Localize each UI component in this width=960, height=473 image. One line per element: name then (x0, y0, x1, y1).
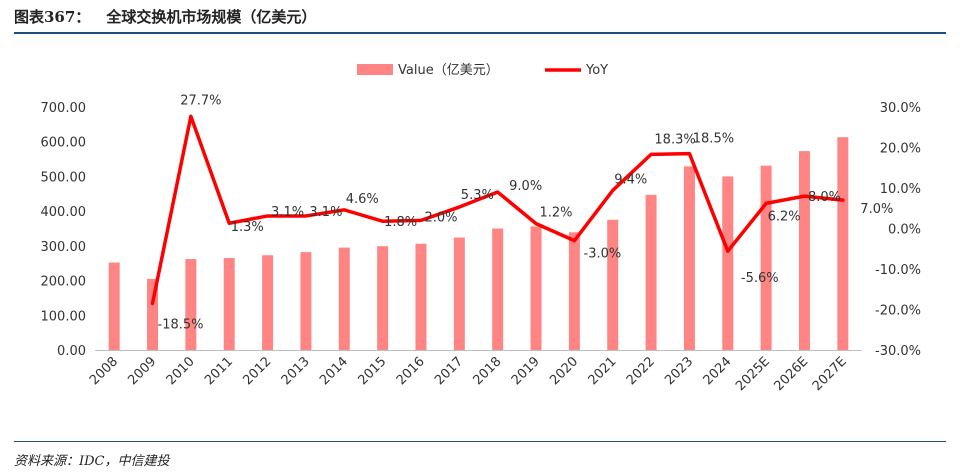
x-tick-label: 2011 (202, 354, 236, 388)
yoy-data-label: 8.0% (808, 190, 841, 205)
x-tick-label: 2018 (470, 354, 504, 388)
y-left-tick-label: 600.00 (41, 136, 87, 151)
x-tick-label: 2025E (733, 354, 773, 394)
yoy-data-label: 7.0% (860, 202, 893, 217)
yoy-data-label: 27.7% (180, 93, 221, 108)
yoy-data-label: -3.0% (584, 247, 622, 262)
y-left-tick-label: 300.00 (41, 240, 87, 255)
x-tick-label: 2008 (87, 354, 121, 388)
legend-swatch-value (357, 64, 393, 75)
bar-2015 (377, 246, 389, 350)
bar-2018 (492, 228, 504, 350)
bar-2019 (530, 226, 542, 350)
y-left-tick-label: 500.00 (41, 170, 87, 185)
bar-2020 (568, 232, 580, 350)
yoy-data-label: 5.3% (461, 188, 494, 203)
bar-2012 (262, 255, 274, 350)
x-tick-label: 2023 (662, 354, 696, 388)
bar-2016 (415, 243, 427, 350)
yoy-data-label: 9.4% (614, 172, 647, 187)
x-tick-label: 2014 (317, 354, 351, 388)
x-tick-label: 2021 (586, 354, 620, 388)
x-tick-label: 2015 (355, 354, 389, 388)
figure-title-text: 全球交换机市场规模（亿美元） (106, 8, 317, 26)
bar-2010 (185, 259, 197, 350)
x-tick-label: 2016 (394, 354, 428, 388)
yoy-data-label: 6.2% (768, 209, 801, 224)
y-right-tick-label: 20.0% (880, 142, 921, 157)
x-tick-label: 2017 (432, 354, 466, 388)
x-tick-label: 2013 (279, 354, 313, 388)
y-right-tick-label: 30.0% (880, 101, 921, 116)
legend-label-value: Value（亿美元） (398, 63, 499, 78)
bar-2008 (108, 262, 120, 350)
x-tick-label: 2020 (547, 354, 581, 388)
yoy-data-label: 1.3% (231, 220, 264, 235)
x-tick-label: 2019 (509, 354, 543, 388)
y-right-tick-label: 0.0% (888, 223, 921, 238)
yoy-data-label: 18.5% (693, 132, 734, 147)
top-rule (14, 32, 946, 34)
y-left-tick-label: 700.00 (41, 101, 87, 116)
x-tick-label: 2012 (240, 354, 274, 388)
bar-2023 (683, 166, 695, 350)
bar-2013 (300, 252, 312, 350)
y-right-tick-label: 10.0% (880, 182, 921, 197)
x-tick-label: 2022 (624, 354, 658, 388)
y-right-tick-label: -30.0% (875, 344, 921, 359)
yoy-data-label: 4.6% (346, 192, 379, 207)
bar-2011 (223, 258, 235, 350)
y-right-tick-label: -20.0% (875, 304, 921, 319)
yoy-data-label: 18.3% (654, 132, 695, 147)
x-tick-label: 2009 (125, 354, 159, 388)
yoy-data-label: -5.6% (741, 271, 779, 286)
yoy-data-label: -18.5% (158, 317, 204, 332)
bar-2014 (338, 247, 350, 350)
yoy-data-label: 2.0% (424, 210, 457, 225)
y-left-tick-label: 0.00 (57, 344, 86, 359)
bar-2026E (798, 151, 810, 350)
yoy-data-label: 9.0% (509, 179, 542, 194)
bar-2009 (147, 278, 159, 350)
bar-2022 (645, 194, 657, 350)
x-tick-label: 2010 (164, 354, 198, 388)
bar-2025E (760, 165, 772, 350)
source-note: 资料来源：IDC，中信建投 (14, 454, 170, 469)
y-left-tick-label: 400.00 (41, 205, 87, 220)
x-tick-label: 2024 (701, 354, 735, 388)
bar-2027E (837, 137, 849, 350)
figure-number: 图表367： (14, 8, 91, 26)
yoy-data-label: 1.8% (384, 215, 417, 230)
bar-2024 (722, 176, 734, 350)
yoy-data-label: 1.2% (540, 206, 573, 221)
yoy-line (150, 114, 845, 306)
y-left-tick-label: 100.00 (41, 309, 87, 324)
legend-label-yoy: YoY (585, 63, 608, 78)
x-tick-label: 2026E (771, 354, 811, 394)
yoy-data-label: 3.1% (271, 205, 304, 220)
bar-2017 (453, 237, 465, 350)
bar-2021 (607, 219, 619, 350)
yoy-data-label: 3.1% (309, 205, 342, 220)
figure-title: 图表367： 全球交换机市场规模（亿美元） (14, 6, 316, 27)
x-tick-label: 2027E (810, 354, 850, 394)
y-right-tick-label: -10.0% (875, 263, 921, 278)
bottom-rule (14, 441, 946, 442)
y-left-tick-label: 200.00 (41, 275, 87, 290)
